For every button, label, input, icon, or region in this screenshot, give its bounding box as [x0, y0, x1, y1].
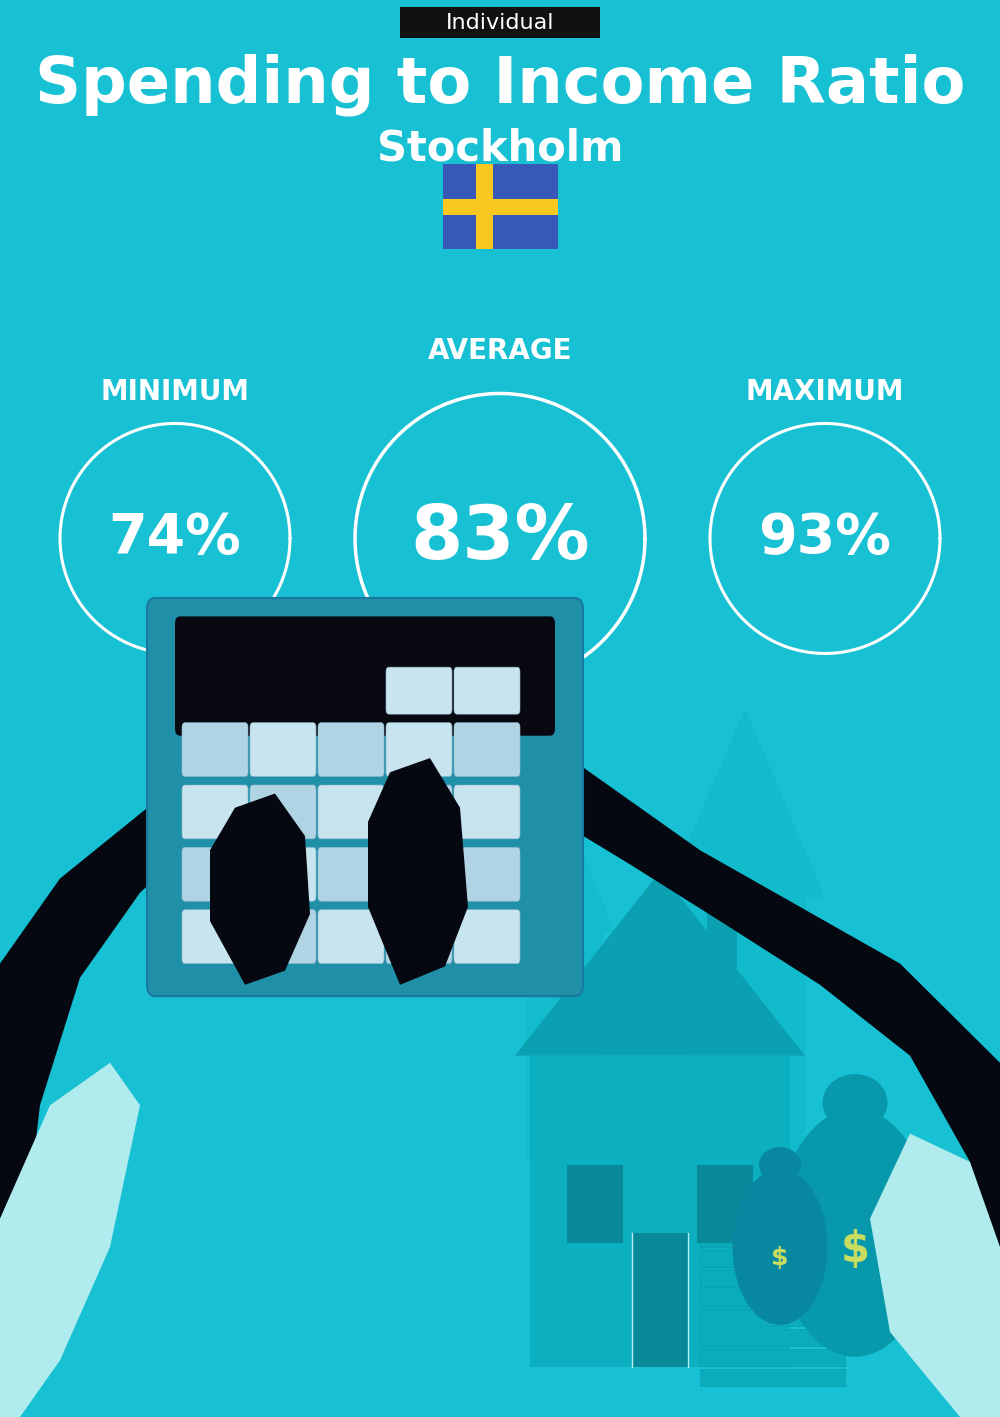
Bar	[530, 1056, 790, 1367]
Bar	[567, 1165, 623, 1243]
Ellipse shape	[822, 1074, 888, 1131]
FancyBboxPatch shape	[386, 910, 452, 964]
FancyBboxPatch shape	[182, 910, 248, 964]
Ellipse shape	[732, 1169, 828, 1325]
Bar	[700, 1329, 845, 1346]
Bar	[707, 893, 737, 992]
Text: 74%: 74%	[109, 512, 241, 565]
Polygon shape	[210, 794, 310, 985]
Text: MINIMUM: MINIMUM	[100, 378, 250, 407]
FancyBboxPatch shape	[147, 598, 583, 996]
FancyBboxPatch shape	[454, 910, 520, 964]
FancyBboxPatch shape	[454, 723, 520, 777]
FancyBboxPatch shape	[386, 723, 452, 777]
FancyBboxPatch shape	[386, 847, 452, 901]
Bar	[442, 198, 558, 214]
FancyBboxPatch shape	[318, 785, 384, 839]
FancyBboxPatch shape	[182, 847, 248, 901]
FancyBboxPatch shape	[318, 723, 384, 777]
Text: Stockholm: Stockholm	[377, 128, 623, 170]
Bar	[700, 1250, 845, 1267]
FancyBboxPatch shape	[250, 910, 316, 964]
Ellipse shape	[778, 1108, 932, 1357]
Text: 93%: 93%	[759, 512, 891, 565]
Bar	[700, 1369, 845, 1386]
Bar	[700, 1309, 845, 1326]
Ellipse shape	[759, 1148, 801, 1182]
Text: AVERAGE: AVERAGE	[428, 337, 572, 366]
Text: MAXIMUM: MAXIMUM	[746, 378, 904, 407]
Polygon shape	[0, 623, 440, 1417]
FancyBboxPatch shape	[318, 847, 384, 901]
Text: $: $	[771, 1247, 789, 1270]
FancyBboxPatch shape	[182, 723, 248, 777]
Text: Individual: Individual	[446, 13, 554, 33]
FancyBboxPatch shape	[250, 723, 316, 777]
FancyBboxPatch shape	[250, 785, 316, 839]
Polygon shape	[0, 1063, 140, 1417]
FancyBboxPatch shape	[250, 847, 316, 901]
Polygon shape	[368, 758, 468, 985]
Bar	[700, 1349, 845, 1366]
Bar	[700, 1270, 845, 1287]
Polygon shape	[515, 808, 615, 1162]
FancyBboxPatch shape	[318, 910, 384, 964]
Polygon shape	[665, 708, 825, 1247]
Text: Spending to Income Ratio: Spending to Income Ratio	[35, 54, 965, 116]
Bar	[700, 1230, 845, 1247]
Bar	[476, 164, 492, 249]
FancyBboxPatch shape	[454, 847, 520, 901]
Polygon shape	[870, 1134, 1000, 1417]
FancyBboxPatch shape	[386, 667, 452, 714]
FancyBboxPatch shape	[454, 667, 520, 714]
FancyBboxPatch shape	[454, 785, 520, 839]
Bar	[632, 1233, 688, 1367]
Text: 83%: 83%	[410, 502, 590, 575]
FancyBboxPatch shape	[182, 785, 248, 839]
FancyBboxPatch shape	[386, 785, 452, 839]
Bar	[442, 164, 558, 249]
Polygon shape	[460, 708, 1000, 1417]
Polygon shape	[515, 871, 805, 1056]
FancyBboxPatch shape	[400, 7, 600, 38]
FancyBboxPatch shape	[175, 616, 555, 735]
Text: $: $	[840, 1229, 870, 1271]
Bar	[700, 1289, 845, 1306]
Bar	[697, 1165, 753, 1243]
